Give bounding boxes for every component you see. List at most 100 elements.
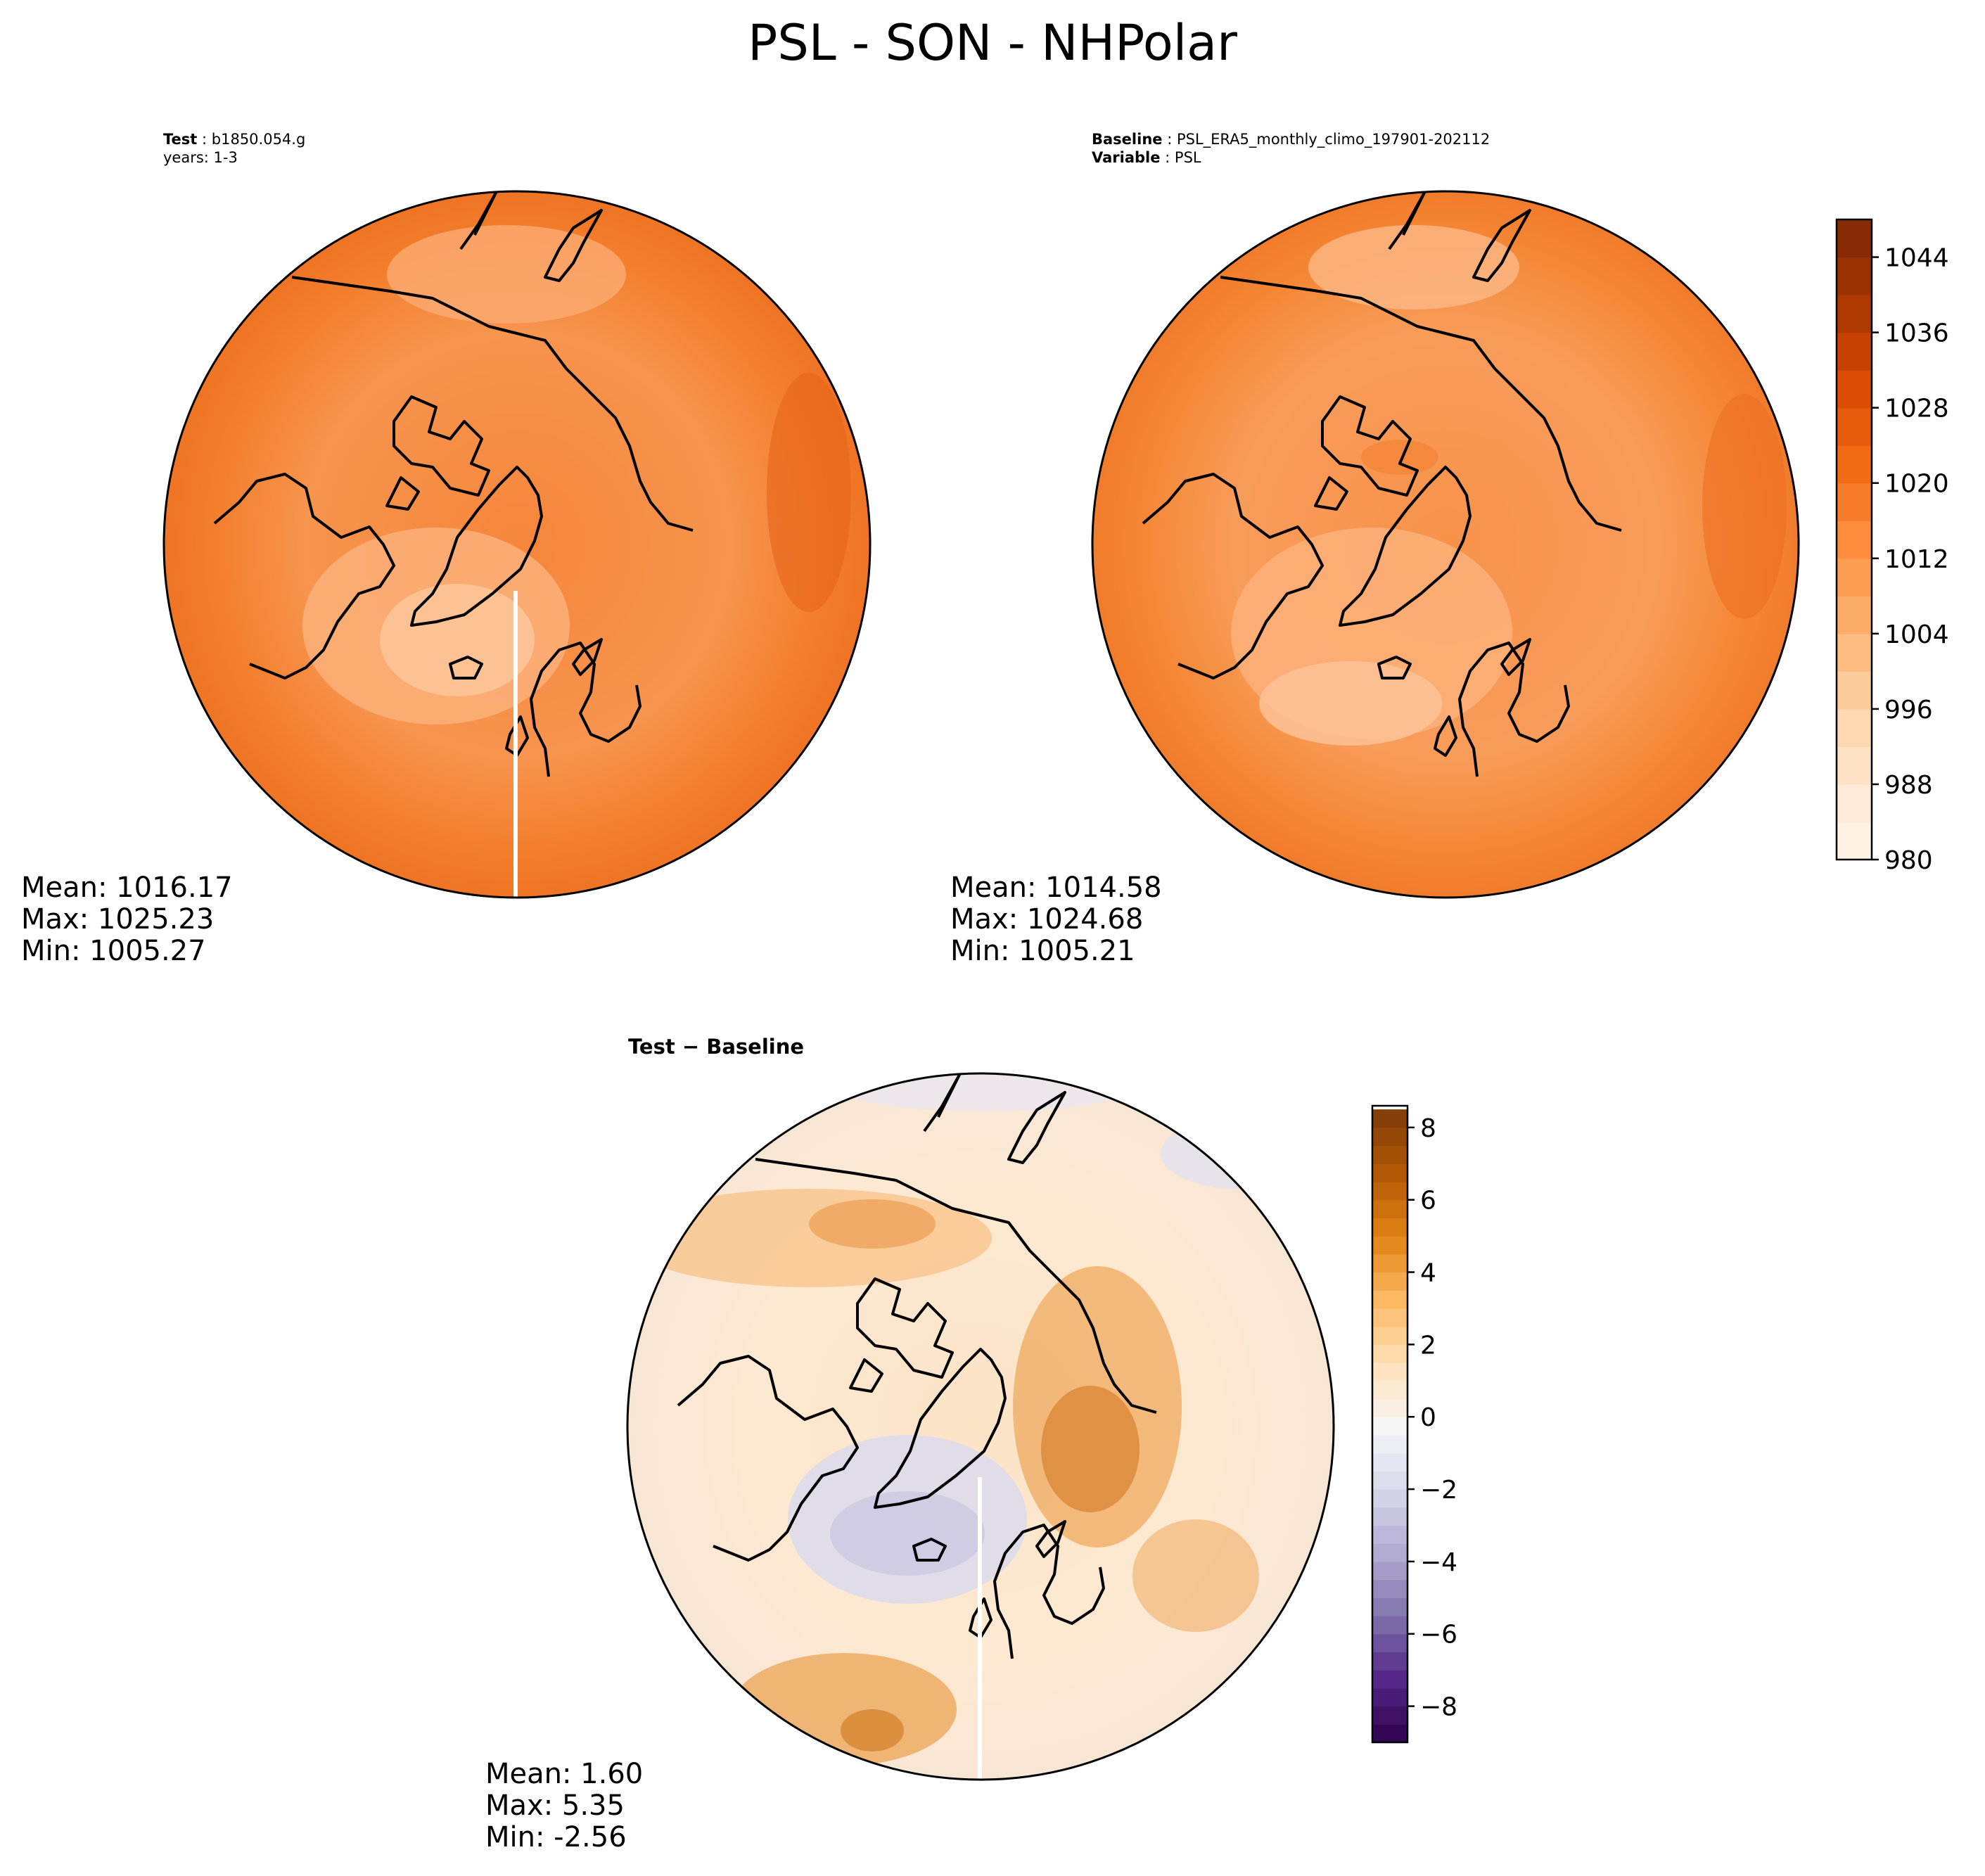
difference-map xyxy=(626,1072,1335,1781)
difference-colorbar-level-swatch xyxy=(1372,1218,1408,1237)
difference-stats: Mean: 1.60 Max: 5.35 Min: -2.56 xyxy=(485,1759,643,1853)
absolute-colorbar-level-swatch xyxy=(1837,257,1872,295)
test-stats: Mean: 1016.17 Max: 1025.23 Min: 1005.27 xyxy=(21,872,233,966)
test-years: years: 1-3 xyxy=(163,149,238,166)
absolute-colorbar-level-swatch xyxy=(1837,558,1872,596)
baseline-case-name: PSL_ERA5_monthly_climo_197901-202112 xyxy=(1176,131,1491,148)
difference-colorbar-tick-label: 0 xyxy=(1420,1403,1436,1432)
absolute-colorbar-level-swatch xyxy=(1837,596,1872,634)
difference-colorbar-level-swatch xyxy=(1372,1633,1408,1653)
difference-mean: Mean: 1.60 xyxy=(485,1758,644,1790)
difference-colorbar-level-swatch xyxy=(1372,1127,1408,1147)
difference-colorbar-level-swatch xyxy=(1372,1417,1408,1436)
absolute-colorbar-level-swatch xyxy=(1837,746,1872,785)
difference-colorbar-level-swatch xyxy=(1372,1290,1408,1309)
difference-colorbar-level-swatch xyxy=(1372,1181,1408,1201)
difference-colorbar-level-swatch xyxy=(1372,1453,1408,1472)
difference-colorbar-level-swatch xyxy=(1372,1507,1408,1526)
difference-map-boundary xyxy=(626,1072,1335,1781)
test-title-label: Test xyxy=(163,131,198,148)
absolute-colorbar-tick-label: 996 xyxy=(1884,696,1933,725)
absolute-colorbar-tick-label: 1012 xyxy=(1884,545,1949,574)
absolute-colorbar-tick-label: 1036 xyxy=(1884,319,1949,348)
figure-title: PSL - SON - NHPolar xyxy=(748,14,1237,72)
test-case-name: b1850.054.g xyxy=(211,131,306,148)
baseline-map xyxy=(1091,190,1800,899)
difference-colorbar-level-swatch xyxy=(1372,1724,1408,1743)
difference-colorbar-level-swatch xyxy=(1372,1670,1408,1689)
difference-colorbar-tick-label: 8 xyxy=(1420,1114,1436,1143)
absolute-colorbar-tick-label: 1004 xyxy=(1884,620,1949,649)
test-min: Min: 1005.27 xyxy=(21,934,206,967)
absolute-colorbar-level-swatch xyxy=(1837,407,1872,446)
baseline-min: Min: 1005.21 xyxy=(950,934,1135,967)
difference-colorbar-level-swatch xyxy=(1372,1489,1408,1508)
difference-min: Min: -2.56 xyxy=(485,1820,627,1853)
absolute-colorbar-level-swatch xyxy=(1837,822,1872,860)
test-map xyxy=(162,190,872,899)
difference-colorbar-level-swatch xyxy=(1372,1363,1408,1382)
absolute-colorbar-level-swatch xyxy=(1837,219,1872,258)
difference-colorbar-frame xyxy=(1371,1104,1409,1744)
difference-colorbar: −8 −6 −4 −2 0 2 4 6 8 xyxy=(1371,1104,1457,1744)
absolute-colorbar-level-swatch xyxy=(1837,521,1872,559)
baseline-variable-value: PSL xyxy=(1174,149,1201,166)
difference-title: Test − Baseline xyxy=(628,1035,805,1059)
difference-colorbar-level-swatch xyxy=(1372,1272,1408,1291)
absolute-colorbar-level-swatch xyxy=(1837,332,1872,371)
difference-colorbar-level-swatch xyxy=(1372,1163,1408,1182)
difference-colorbar-level-swatch xyxy=(1372,1236,1408,1255)
difference-max: Max: 5.35 xyxy=(485,1789,625,1822)
baseline-map-boundary xyxy=(1091,190,1800,899)
difference-colorbar-level-swatch xyxy=(1372,1471,1408,1490)
absolute-colorbar-level-swatch xyxy=(1837,708,1872,748)
difference-colorbar-level-swatch xyxy=(1372,1344,1408,1363)
difference-colorbar-tick-label: −6 xyxy=(1420,1621,1457,1650)
absolute-colorbar-tick-label: 980 xyxy=(1884,846,1933,875)
absolute-colorbar: 980 988 996 1004 1012 1020 1028 1036 1044 xyxy=(1835,218,1949,875)
difference-colorbar-level-swatch xyxy=(1372,1253,1408,1273)
difference-colorbar-level-swatch xyxy=(1372,1687,1408,1707)
difference-colorbar-tick-label: −4 xyxy=(1420,1548,1457,1577)
difference-colorbar-level-swatch xyxy=(1372,1326,1408,1345)
difference-colorbar-tick-label: −8 xyxy=(1420,1693,1457,1722)
absolute-colorbar-level-swatch xyxy=(1837,295,1872,333)
test-mean: Mean: 1016.17 xyxy=(21,872,233,904)
absolute-colorbar-tick-label: 1028 xyxy=(1884,395,1949,423)
difference-colorbar-tick-label: 4 xyxy=(1420,1259,1436,1288)
absolute-colorbar-tick-label: 988 xyxy=(1884,771,1933,800)
baseline-variable-label: Variable xyxy=(1092,149,1161,166)
difference-colorbar-level-swatch xyxy=(1372,1398,1408,1417)
baseline-stats: Mean: 1014.58 Max: 1024.68 Min: 1005.21 xyxy=(950,872,1162,966)
test-map-boundary xyxy=(162,190,872,899)
difference-colorbar-level-swatch xyxy=(1372,1380,1408,1400)
difference-colorbar-level-swatch xyxy=(1372,1597,1408,1616)
absolute-colorbar-level-swatch xyxy=(1837,633,1872,672)
absolute-colorbar-level-swatch xyxy=(1837,671,1872,710)
difference-colorbar-level-swatch xyxy=(1372,1616,1408,1635)
absolute-colorbar-level-swatch xyxy=(1837,445,1872,484)
difference-colorbar-tick-label: 2 xyxy=(1420,1331,1436,1360)
absolute-colorbar-level-swatch xyxy=(1837,370,1872,409)
baseline-mean: Mean: 1014.58 xyxy=(950,872,1162,904)
absolute-colorbar-tick-label: 1020 xyxy=(1884,470,1949,499)
difference-colorbar-level-swatch xyxy=(1372,1652,1408,1671)
difference-colorbar-level-swatch xyxy=(1372,1561,1408,1581)
difference-colorbar-level-swatch xyxy=(1372,1525,1408,1544)
baseline-title-line-1: Baseline : PSL_ERA5_monthly_climo_197901… xyxy=(1092,131,1491,148)
absolute-colorbar-frame xyxy=(1835,218,1873,861)
test-map-contours xyxy=(213,191,851,898)
baseline-title-line-2: Variable : PSL xyxy=(1092,149,1201,166)
difference-colorbar-tick-label: −2 xyxy=(1420,1476,1457,1505)
difference-map-contours xyxy=(627,1073,1315,1780)
difference-colorbar-level-swatch xyxy=(1372,1579,1408,1598)
test-title-line-1: Test : b1850.054.g xyxy=(163,131,306,148)
difference-colorbar-tick-label: 6 xyxy=(1420,1187,1436,1215)
baseline-max: Max: 1024.68 xyxy=(950,902,1144,936)
absolute-colorbar-level-swatch xyxy=(1837,784,1872,823)
test-map-field xyxy=(164,191,870,898)
test-max: Max: 1025.23 xyxy=(21,902,215,936)
baseline-title-label: Baseline xyxy=(1092,131,1163,148)
absolute-colorbar-level-swatch xyxy=(1837,483,1872,521)
